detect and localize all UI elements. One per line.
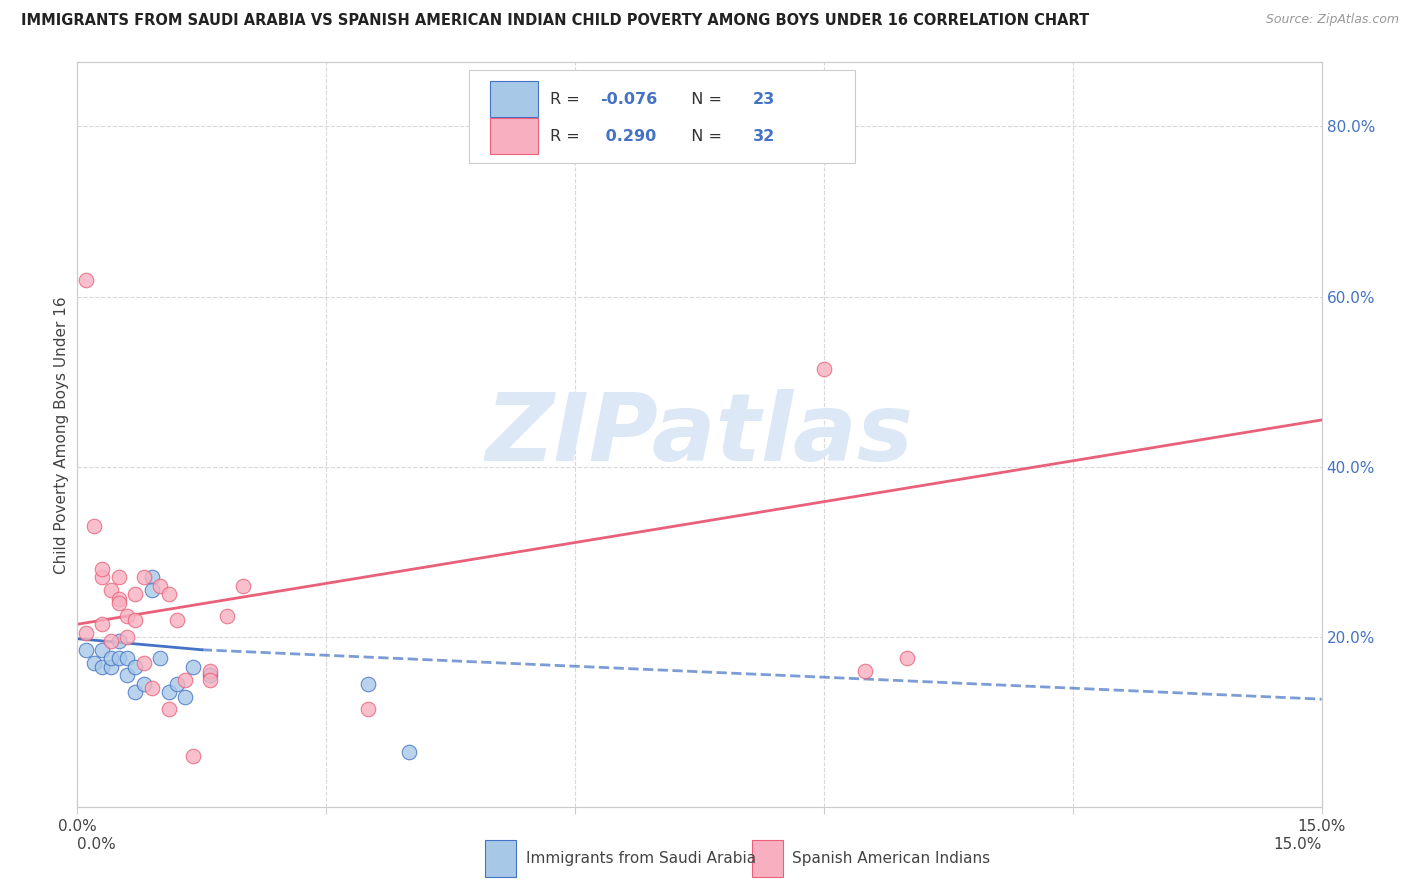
Point (115, 651, 138, 665)
Point (149, 579, 172, 593)
Text: N =: N = (681, 128, 727, 144)
Text: Source: ZipAtlas.com: Source: ZipAtlas.com (1265, 13, 1399, 27)
Point (166, 613, 188, 627)
Point (198, 668, 221, 682)
Text: 15.0%: 15.0% (1274, 837, 1322, 852)
Text: R =: R = (550, 92, 585, 107)
Point (108, 634, 131, 648)
Y-axis label: Child Poverty Among Boys Under 16: Child Poverty Among Boys Under 16 (53, 296, 69, 574)
Text: -0.076: -0.076 (600, 92, 657, 107)
Bar (491, 81, 537, 117)
Point (198, 664, 221, 678)
Point (108, 570, 131, 584)
Point (132, 656, 155, 670)
Point (855, 664, 877, 678)
Point (108, 596, 131, 610)
Text: 0.290: 0.290 (600, 128, 657, 144)
Point (198, 673, 221, 687)
Text: Immigrants from Saudi Arabia: Immigrants from Saudi Arabia (526, 851, 756, 866)
Point (115, 668, 138, 682)
Point (215, 608, 238, 623)
Point (166, 677, 188, 691)
Point (91, 570, 114, 584)
Text: N =: N = (681, 92, 727, 107)
Text: Spanish American Indians: Spanish American Indians (792, 851, 990, 866)
Point (357, 702, 380, 716)
Point (100, 583, 122, 598)
Point (91, 562, 114, 576)
Point (398, 745, 420, 759)
Point (174, 690, 197, 704)
Bar (485, 840, 516, 878)
Text: ZIPatlas: ZIPatlas (485, 389, 914, 481)
Point (132, 677, 155, 691)
Point (100, 660, 122, 674)
Point (174, 673, 197, 687)
Point (124, 660, 146, 674)
Point (183, 749, 205, 764)
Bar (752, 840, 783, 878)
Point (91, 660, 114, 674)
Point (75, 272, 97, 286)
Point (115, 608, 138, 623)
Point (141, 681, 163, 695)
Bar (491, 119, 537, 154)
Text: R =: R = (550, 128, 585, 144)
Point (75, 642, 97, 657)
Point (141, 583, 163, 598)
Point (91, 617, 114, 632)
Point (124, 685, 146, 699)
Point (183, 660, 205, 674)
Text: 23: 23 (754, 92, 775, 107)
Point (896, 651, 918, 665)
Point (149, 651, 172, 665)
Point (83, 656, 105, 670)
Point (100, 651, 122, 665)
Point (157, 587, 180, 601)
Point (141, 570, 163, 584)
Point (232, 579, 254, 593)
Text: 32: 32 (754, 128, 775, 144)
Point (83, 519, 105, 533)
Text: 0.0%: 0.0% (77, 837, 117, 852)
Point (100, 634, 122, 648)
Point (132, 570, 155, 584)
Text: IMMIGRANTS FROM SAUDI ARABIA VS SPANISH AMERICAN INDIAN CHILD POVERTY AMONG BOYS: IMMIGRANTS FROM SAUDI ARABIA VS SPANISH … (21, 13, 1090, 29)
Point (357, 677, 380, 691)
Point (75, 625, 97, 640)
Point (124, 613, 146, 627)
Point (108, 651, 131, 665)
Point (157, 702, 180, 716)
Point (157, 685, 180, 699)
Point (108, 591, 131, 606)
Point (813, 362, 835, 376)
FancyBboxPatch shape (470, 70, 855, 163)
Point (91, 642, 114, 657)
Point (124, 587, 146, 601)
Point (115, 630, 138, 644)
